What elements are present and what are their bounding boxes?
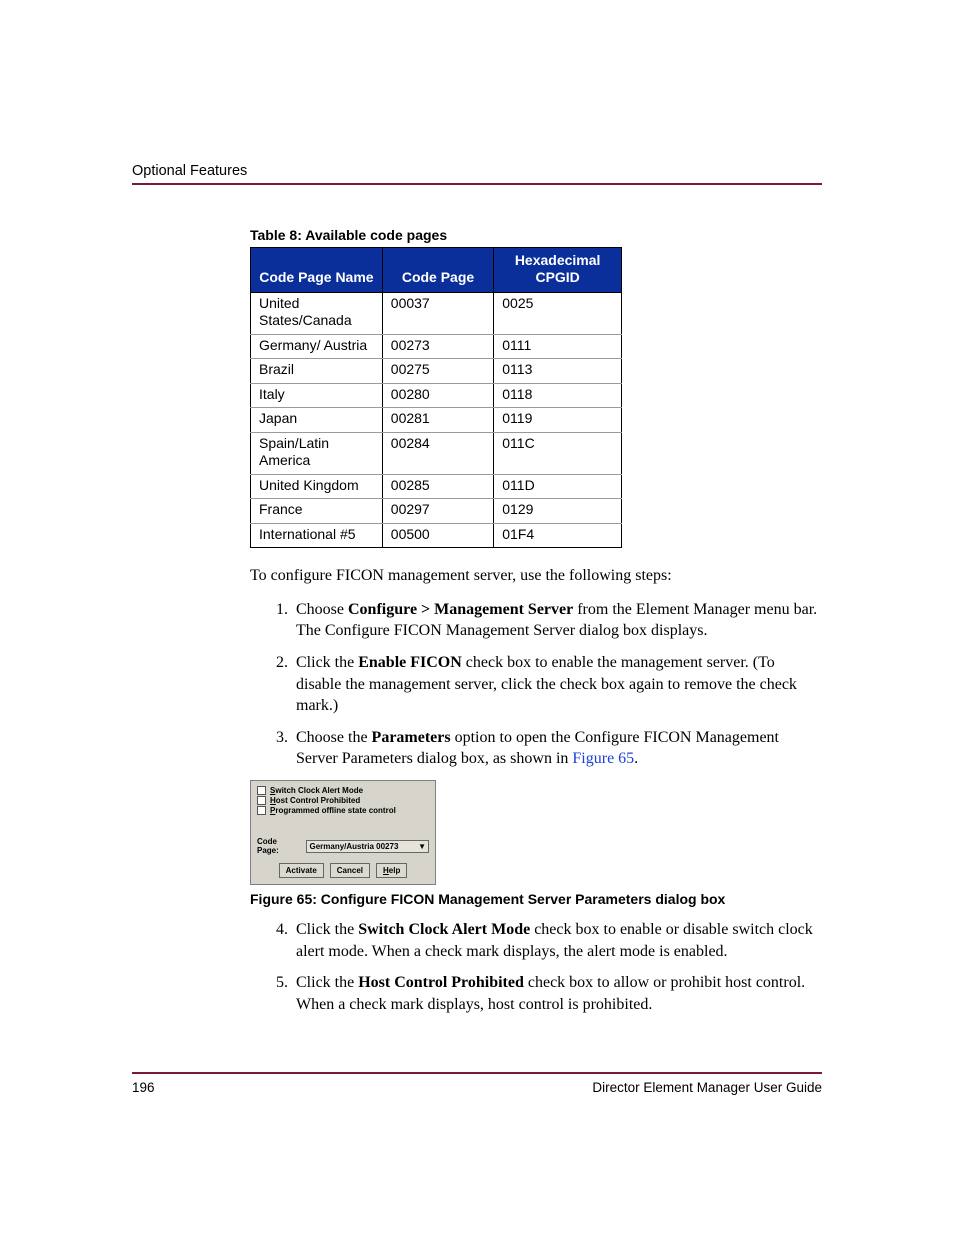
table-cell: United Kingdom	[251, 474, 383, 499]
table-row: International #50050001F4	[251, 523, 622, 548]
table-cell: 0025	[494, 292, 622, 334]
step-3-text-a: Choose the	[296, 729, 372, 746]
table-cell: 0113	[494, 359, 622, 384]
table-row: United Kingdom00285011D	[251, 474, 622, 499]
code-page-label: Code Page:	[257, 837, 300, 855]
code-pages-table: Code Page Name Code Page Hexadecimal CPG…	[250, 247, 622, 548]
table-cell: Germany/ Austria	[251, 334, 383, 359]
offline-state-checkbox[interactable]	[257, 806, 266, 815]
table-cell: 00281	[382, 408, 493, 433]
table-cell: 00284	[382, 432, 493, 474]
table-cell: 0129	[494, 499, 622, 524]
step-2: Click the Enable FICON check box to enab…	[292, 652, 822, 717]
switch-clock-checkbox[interactable]	[257, 786, 266, 795]
step-5: Click the Host Control Prohibited check …	[292, 972, 822, 1015]
step-4-text-a: Click the	[296, 921, 358, 938]
figure-65-link[interactable]: Figure 65	[572, 750, 634, 767]
step-3-text-e: .	[634, 750, 638, 767]
doc-title: Director Element Manager User Guide	[592, 1080, 822, 1095]
footer-rule	[132, 1072, 822, 1074]
table-cell: 00275	[382, 359, 493, 384]
table-cell: 011D	[494, 474, 622, 499]
steps-list-top: Choose Configure > Management Server fro…	[250, 599, 822, 770]
table-row: France002970129	[251, 499, 622, 524]
step-2-bold: Enable FICON	[358, 654, 462, 671]
page-number: 196	[132, 1080, 155, 1095]
steps-list-bottom: Click the Switch Clock Alert Mode check …	[250, 919, 822, 1015]
code-page-row: Code Page: Germany/Austria 00273 ▼	[257, 837, 429, 855]
step-1-text-a: Choose	[296, 601, 348, 618]
cancel-button[interactable]: Cancel	[330, 863, 370, 878]
table-cell: 011C	[494, 432, 622, 474]
table-cell: 00280	[382, 383, 493, 408]
step-1: Choose Configure > Management Server fro…	[292, 599, 822, 642]
section-heading: Optional Features	[132, 163, 822, 179]
checkbox-row-host-control: Host Control Prohibited	[257, 796, 429, 805]
table-cell: International #5	[251, 523, 383, 548]
th-page: Code Page	[382, 248, 493, 293]
table-cell: 00037	[382, 292, 493, 334]
step-4-bold: Switch Clock Alert Mode	[358, 921, 530, 938]
step-1-bold: Configure > Management Server	[348, 601, 573, 618]
code-page-select[interactable]: Germany/Austria 00273 ▼	[306, 840, 429, 853]
th-name: Code Page Name	[251, 248, 383, 293]
host-control-rest: ost Control Prohibited	[276, 796, 360, 805]
table-row: Germany/ Austria002730111	[251, 334, 622, 359]
table-cell: 0118	[494, 383, 622, 408]
table-caption: Table 8: Available code pages	[250, 227, 822, 243]
table-cell: 00500	[382, 523, 493, 548]
dialog-button-row: Activate Cancel Help	[257, 863, 429, 878]
header-rule	[132, 183, 822, 185]
switch-clock-rest: witch Clock Alert Mode	[275, 786, 363, 795]
table-cell: Brazil	[251, 359, 383, 384]
page-footer: 196 Director Element Manager User Guide	[132, 1072, 822, 1095]
offline-state-label: Programmed offline state control	[270, 806, 396, 815]
table-row: United States/Canada000370025	[251, 292, 622, 334]
table-row: Brazil002750113	[251, 359, 622, 384]
help-button[interactable]: Help	[376, 863, 407, 878]
step-3: Choose the Parameters option to open the…	[292, 727, 822, 770]
figure-caption: Figure 65: Configure FICON Management Se…	[250, 891, 822, 907]
table-cell: 01F4	[494, 523, 622, 548]
code-page-value: Germany/Austria 00273	[309, 842, 398, 851]
table-cell: Spain/Latin America	[251, 432, 383, 474]
table-row: Spain/Latin America00284011C	[251, 432, 622, 474]
step-4: Click the Switch Clock Alert Mode check …	[292, 919, 822, 962]
code-pages-tbody: United States/Canada000370025Germany/ Au…	[251, 292, 622, 548]
switch-clock-label: Switch Clock Alert Mode	[270, 786, 363, 795]
intro-paragraph: To configure FICON management server, us…	[250, 566, 822, 587]
th-hex: Hexadecimal CPGID	[494, 248, 622, 293]
table-cell: 00273	[382, 334, 493, 359]
step-3-bold: Parameters	[372, 729, 451, 746]
table-cell: France	[251, 499, 383, 524]
table-cell: 0111	[494, 334, 622, 359]
host-control-label: Host Control Prohibited	[270, 796, 360, 805]
table-row: Japan002810119	[251, 408, 622, 433]
step-5-text-a: Click the	[296, 974, 358, 991]
dialog-figure: Switch Clock Alert Mode Host Control Pro…	[250, 780, 436, 885]
table-cell: United States/Canada	[251, 292, 383, 334]
table-row: Italy002800118	[251, 383, 622, 408]
table-cell: 00297	[382, 499, 493, 524]
table-cell: Japan	[251, 408, 383, 433]
table-cell: 00285	[382, 474, 493, 499]
table-cell: 0119	[494, 408, 622, 433]
offline-state-rest: rogrammed offline state control	[275, 806, 395, 815]
table-cell: Italy	[251, 383, 383, 408]
host-control-checkbox[interactable]	[257, 796, 266, 805]
activate-button[interactable]: Activate	[279, 863, 324, 878]
checkbox-row-switch-clock: Switch Clock Alert Mode	[257, 786, 429, 795]
step-2-text-a: Click the	[296, 654, 358, 671]
chevron-down-icon: ▼	[418, 842, 426, 851]
checkbox-row-offline-state: Programmed offline state control	[257, 806, 429, 815]
help-rest: elp	[389, 866, 401, 875]
step-5-bold: Host Control Prohibited	[358, 974, 524, 991]
